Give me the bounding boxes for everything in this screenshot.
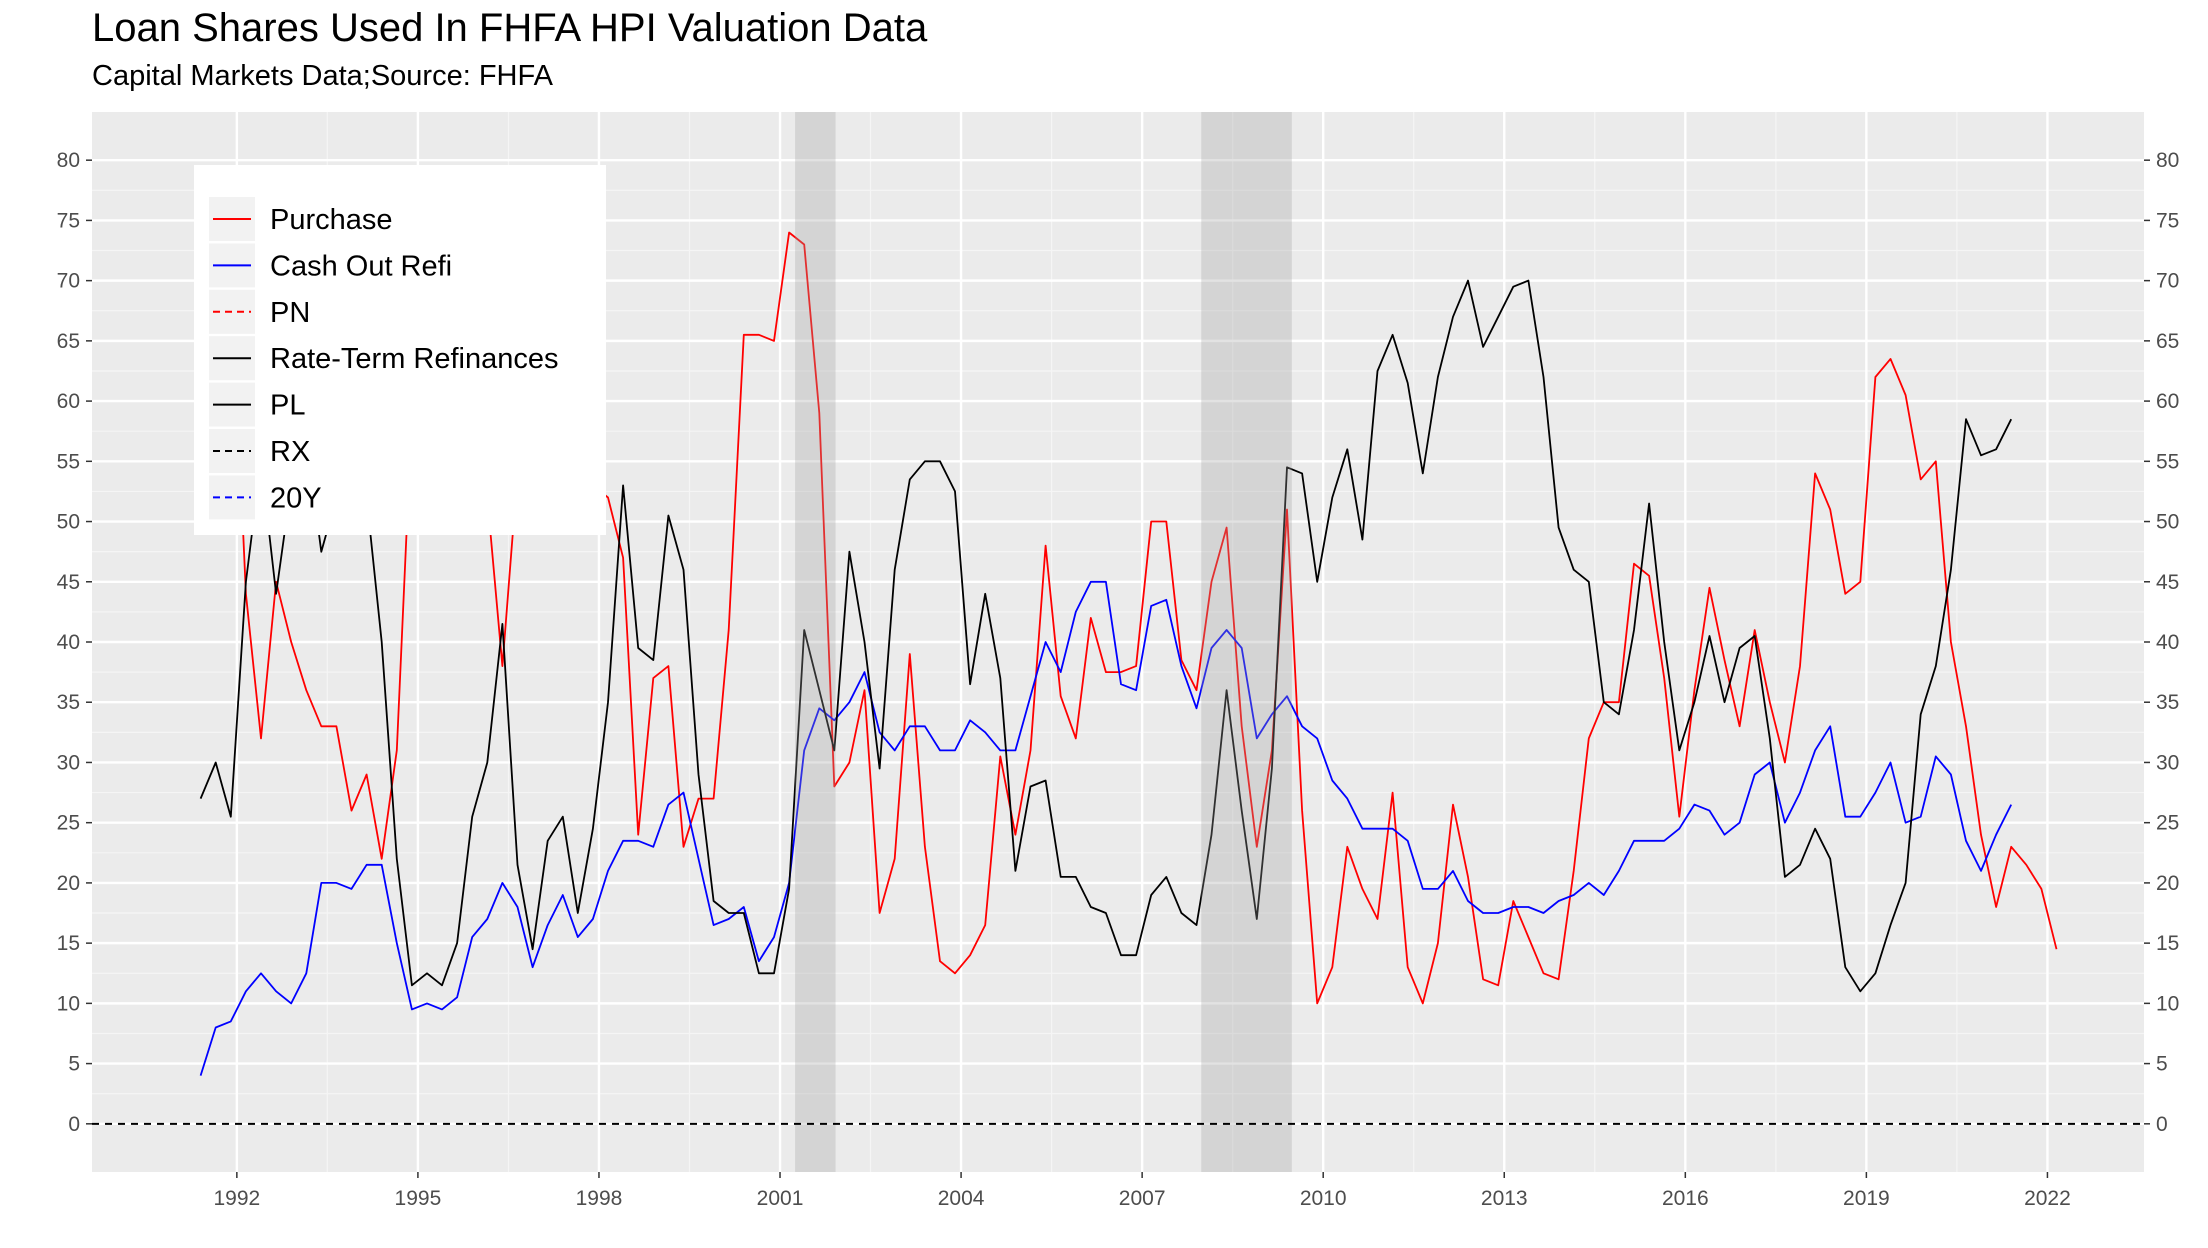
y-tick-label-left: 55 xyxy=(57,450,80,473)
y-tick-label-left: 30 xyxy=(57,751,80,774)
y-tick-label-right: 30 xyxy=(2156,751,2179,774)
series-line-rate-term-refinances xyxy=(199,279,2013,993)
recession-band xyxy=(1201,112,1292,1172)
y-tick-label-right: 70 xyxy=(2156,270,2179,293)
chart-subtitle: Capital Markets Data;Source: FHFA xyxy=(92,60,553,92)
y-tick-label-right: 65 xyxy=(2156,330,2179,353)
chart-title: Loan Shares Used In FHFA HPI Valuation D… xyxy=(92,6,928,50)
y-tick-label-left: 80 xyxy=(57,149,80,172)
x-tick-label: 1995 xyxy=(395,1187,442,1210)
y-tick-label-left: 20 xyxy=(57,872,80,895)
y-tick-label-left: 5 xyxy=(68,1053,80,1076)
legend-label: RX xyxy=(270,436,310,468)
legend-label: Rate-Term Refinances xyxy=(270,343,559,375)
y-tick-label-left: 60 xyxy=(57,390,80,413)
y-tick-label-left: 65 xyxy=(57,330,80,353)
y-tick-label-right: 60 xyxy=(2156,390,2179,413)
legend-label: PL xyxy=(270,390,305,422)
y-tick-label-right: 0 xyxy=(2156,1113,2168,1136)
x-tick-label: 2022 xyxy=(2024,1187,2071,1210)
y-tick-label-right: 10 xyxy=(2156,992,2179,1015)
x-tick-label: 2010 xyxy=(1300,1187,1347,1210)
x-tick-label: 2013 xyxy=(1481,1187,1528,1210)
y-tick-label-right: 75 xyxy=(2156,209,2179,232)
y-tick-label-left: 50 xyxy=(57,511,80,534)
y-tick-label-right: 25 xyxy=(2156,812,2179,835)
y-tick-label-left: 0 xyxy=(68,1113,80,1136)
x-tick-label: 1998 xyxy=(576,1187,623,1210)
y-tick-label-left: 45 xyxy=(57,571,80,594)
y-tick-label-left: 75 xyxy=(57,209,80,232)
y-tick-label-right: 40 xyxy=(2156,631,2179,654)
y-tick-label-right: 80 xyxy=(2156,149,2179,172)
y-tick-label-right: 35 xyxy=(2156,691,2179,714)
y-tick-label-left: 70 xyxy=(57,270,80,293)
legend-box xyxy=(194,165,606,535)
y-tick-label-right: 15 xyxy=(2156,932,2179,955)
x-tick-label: 2016 xyxy=(1662,1187,1709,1210)
legend-label: Purchase xyxy=(270,204,393,236)
series-line-purchase xyxy=(199,207,2058,1005)
y-tick-label-right: 5 xyxy=(2156,1053,2168,1076)
recession-band xyxy=(795,112,836,1172)
legend-label: Cash Out Refi xyxy=(270,250,452,282)
x-tick-label: 2007 xyxy=(1119,1187,1166,1210)
x-tick-label: 2004 xyxy=(938,1187,985,1210)
y-tick-label-left: 40 xyxy=(57,631,80,654)
y-tick-label-right: 45 xyxy=(2156,571,2179,594)
y-tick-label-right: 55 xyxy=(2156,450,2179,473)
y-tick-label-left: 25 xyxy=(57,812,80,835)
series-line-cash-out-refi xyxy=(199,580,2013,1076)
y-tick-label-left: 35 xyxy=(57,691,80,714)
legend-label: 20Y xyxy=(270,482,322,514)
legend-label: PN xyxy=(270,297,310,329)
x-tick-label: 2019 xyxy=(1843,1187,1890,1210)
legend: Purchase Cash Out Refi PN Rate-Term Refinan… xyxy=(194,165,606,535)
y-tick-label-left: 15 xyxy=(57,932,80,955)
x-tick-label: 1992 xyxy=(213,1187,260,1210)
y-tick-label-right: 20 xyxy=(2156,872,2179,895)
y-tick-label-left: 10 xyxy=(57,992,80,1015)
y-tick-label-right: 50 xyxy=(2156,511,2179,534)
x-tick-label: 2001 xyxy=(757,1187,804,1210)
